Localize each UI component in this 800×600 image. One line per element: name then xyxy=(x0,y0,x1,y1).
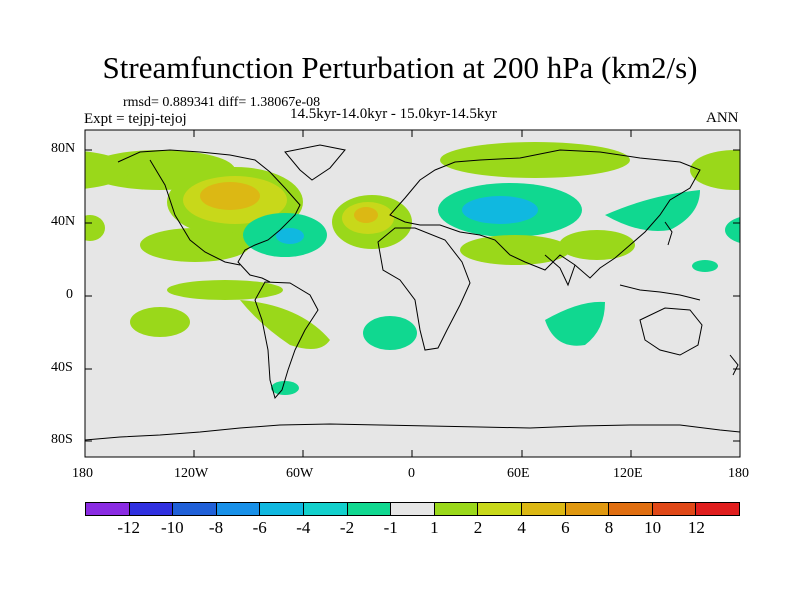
anomaly-positive-india xyxy=(559,230,635,260)
anomaly-negative-nw-pacific xyxy=(605,190,700,231)
colorbar-label: 4 xyxy=(517,518,526,537)
colorbar-swatch xyxy=(260,503,304,515)
colorbar-label: -4 xyxy=(296,518,311,537)
lat-tick-0: 0 xyxy=(66,287,73,302)
colorbar-label: 12 xyxy=(687,518,705,537)
season-label: ANN xyxy=(706,110,739,126)
lon-tick-120w: 120W xyxy=(174,466,209,481)
anomaly-positive-dateline-west xyxy=(85,151,130,189)
plot-title: Streamfunction Perturbation at 200 hPa (… xyxy=(102,50,698,85)
colorbar-swatch xyxy=(652,503,697,515)
colorbar-swatch xyxy=(521,503,566,515)
coast-japan xyxy=(664,221,673,246)
colorbar-label: 1 xyxy=(430,518,439,537)
colorbar-label: 2 xyxy=(473,518,483,537)
colorbar-label: 8 xyxy=(604,518,614,537)
anomaly-peak-north-america xyxy=(200,182,260,210)
stats-label: rmsd= 0.889341 diff= 1.38067e-08 xyxy=(123,95,321,110)
colorbar-swatch xyxy=(391,503,435,515)
coast-india xyxy=(544,254,576,287)
lon-tick-60w: 60W xyxy=(286,466,314,481)
coast-greenland xyxy=(284,144,346,181)
anomaly-positive-south-asia xyxy=(460,235,570,265)
anomaly-positive-equatorial-pacific xyxy=(167,280,283,300)
colorbar-label: -2 xyxy=(339,518,355,537)
anomaly-negative-dateline xyxy=(725,217,740,243)
anomaly-negative-west-atlantic-core xyxy=(276,228,304,244)
anomaly-negative-eurasia-core xyxy=(462,196,538,224)
lon-tick-0: 0 xyxy=(408,466,415,481)
colorbar-label: -6 xyxy=(252,518,267,537)
anomaly-negative-patagonia xyxy=(271,381,299,395)
coast-africa xyxy=(377,227,471,351)
anomaly-positive-west-edge xyxy=(85,215,105,241)
anomaly-positive-east-pacific xyxy=(140,228,250,262)
lon-tick-180w: 180 xyxy=(72,466,93,481)
colorbar xyxy=(85,502,740,516)
colorbar-swatch xyxy=(303,503,348,515)
lon-tick-120e: 120E xyxy=(613,466,643,481)
colorbar-swatch xyxy=(565,503,610,515)
colorbar-swatch xyxy=(86,503,130,515)
contour-fields xyxy=(85,142,740,395)
coast-indonesia xyxy=(619,284,701,301)
anomaly-positive-siberia xyxy=(440,142,630,178)
lon-tick-60e: 60E xyxy=(507,466,530,481)
coast-australia xyxy=(639,307,703,356)
anomaly-positive-south-america xyxy=(240,300,330,349)
colorbar-label: -1 xyxy=(383,518,398,537)
colorbar-swatch xyxy=(347,503,392,515)
anomaly-negative-indian-ocean xyxy=(545,301,605,346)
coast-antarctica xyxy=(85,423,740,441)
anomaly-negative-small-pacific xyxy=(692,260,718,272)
colorbar-swatch xyxy=(696,503,739,515)
lat-tick-40n: 40N xyxy=(51,214,76,229)
colorbar-label: -10 xyxy=(160,518,184,537)
lat-tick-80n: 80N xyxy=(51,141,76,156)
colorbar-swatch xyxy=(478,503,522,515)
lat-tick-80s: 80S xyxy=(51,432,73,447)
coastlines xyxy=(85,144,740,441)
lon-tick-180e: 180 xyxy=(728,466,749,481)
anomaly-positive-south-pacific xyxy=(130,307,190,337)
colorbar-label: -8 xyxy=(208,518,224,537)
coast-new-zealand xyxy=(729,354,739,376)
colorbar-swatch xyxy=(216,503,261,515)
coast-north-america xyxy=(117,149,301,283)
lat-tick-40s: 40S xyxy=(51,360,73,375)
colorbar-label: 10 xyxy=(644,518,662,537)
coast-eurasia xyxy=(389,149,701,279)
colorbar-label: 6 xyxy=(561,518,570,537)
experiment-label: Expt = tejpj-tejoj xyxy=(84,111,187,127)
colorbar-swatch xyxy=(434,503,479,515)
anomaly-peak-north-atlantic xyxy=(354,207,378,223)
colorbar-label: -12 xyxy=(117,518,140,537)
period-label: 14.5kyr-14.0kyr - 15.0kyr-14.5kyr xyxy=(290,106,497,122)
axis-ticks xyxy=(85,130,740,457)
colorbar-swatch xyxy=(609,503,653,515)
anomaly-positive-far-east xyxy=(690,150,740,190)
coast-north-america-west xyxy=(149,159,241,266)
coast-south-america xyxy=(254,281,319,400)
anomaly-negative-south-atlantic xyxy=(363,316,417,350)
colorbar-swatch xyxy=(129,503,174,515)
colorbar-swatch xyxy=(173,503,217,515)
